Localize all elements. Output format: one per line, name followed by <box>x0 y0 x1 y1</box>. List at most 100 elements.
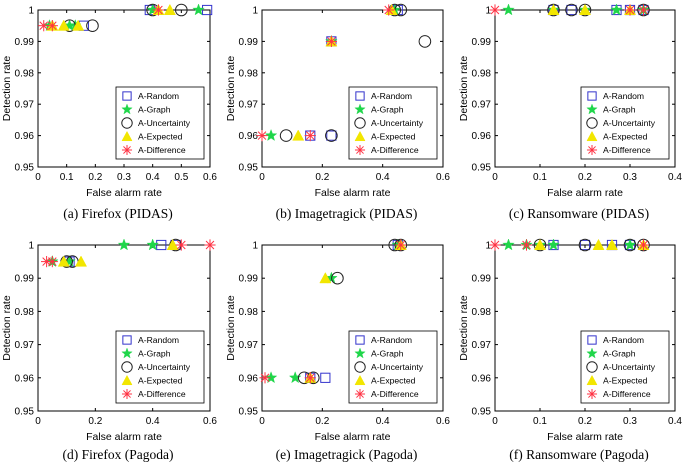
y-tick-label: 0.97 <box>239 100 259 111</box>
data-point <box>146 238 159 251</box>
data-point-stroke <box>260 373 270 383</box>
legend-label: A-Graph <box>138 105 171 115</box>
legend-marker-shape <box>121 130 133 142</box>
data-point <box>623 238 637 252</box>
legend: A-Random A-Graph A-Uncertainty A-Expected A-… <box>580 86 670 160</box>
legend-label: A-Uncertainty <box>138 362 191 372</box>
series-a-difference <box>489 4 650 16</box>
data-point <box>166 238 179 251</box>
legend-marker-shape <box>355 91 365 101</box>
data-point <box>637 239 650 251</box>
x-tick-label: 0.6 <box>436 172 450 183</box>
chart-panel-5: 0.95 0.96 0.97 0.98 0.99 1 0 0.2 0.4 0.6 False ala… <box>225 238 450 462</box>
series-a-difference <box>38 4 164 32</box>
legend-label: A-Expected <box>603 132 648 142</box>
legend-marker-shape <box>354 347 366 359</box>
y-tick-label: 1 <box>252 6 258 17</box>
legend-marker <box>122 91 132 101</box>
legend-marker-stroke <box>123 146 131 154</box>
y-tick-label: 0.99 <box>15 274 35 285</box>
legend-label: A-Expected <box>138 376 183 386</box>
data-point-stroke <box>522 240 531 250</box>
data-point <box>175 3 188 17</box>
data-point <box>326 130 337 141</box>
legend-marker-shape <box>354 117 366 129</box>
y-tick-label: 1 <box>252 241 258 252</box>
legend-marker-shape <box>586 361 598 373</box>
data-point-shape <box>166 238 179 251</box>
data-point-stroke <box>39 21 49 31</box>
legend-marker <box>354 347 366 359</box>
x-tick-label: 0.4 <box>668 172 682 183</box>
legend-label: A-Difference <box>603 145 651 155</box>
panel-caption: (f) Ransomware (Pagoda) <box>509 447 648 462</box>
y-tick-label: 0.96 <box>472 373 492 384</box>
data-point <box>331 271 344 285</box>
y-tick-label: 0.96 <box>239 131 259 142</box>
legend-label: A-Random <box>371 91 412 101</box>
data-point <box>533 238 547 251</box>
data-point-shape <box>623 238 637 251</box>
y-tick-label: 0.98 <box>15 307 35 318</box>
legend-marker <box>354 374 366 386</box>
legend-marker-shape <box>122 335 132 345</box>
data-point <box>489 239 501 251</box>
y-tick-label: 0.98 <box>239 68 259 79</box>
x-tick-label: 0 <box>259 172 265 183</box>
data-point-shape <box>74 255 88 267</box>
legend-marker-shape <box>586 117 598 129</box>
legend-label: A-Uncertainty <box>603 362 656 372</box>
legend-marker-shape <box>121 374 133 386</box>
series-a-expected <box>57 238 179 267</box>
x-tick-label: 0.2 <box>88 172 102 183</box>
x-axis-label: False alarm rate <box>86 187 162 199</box>
panel-caption: (b) Imagetragick (PIDAS) <box>276 206 418 221</box>
data-point <box>304 130 316 142</box>
legend: A-Random A-Graph A-Uncertainty A-Expected A-… <box>348 86 438 160</box>
x-tick-label: 0 <box>259 416 265 427</box>
data-point <box>325 35 337 47</box>
legend-label: A-Graph <box>371 349 404 359</box>
x-tick-label: 0.2 <box>88 416 102 427</box>
data-point <box>547 3 560 16</box>
series-a-difference <box>489 239 650 251</box>
x-tick-label: 0.1 <box>533 172 547 183</box>
chart-panel-3: 0.95 0.96 0.97 0.98 0.99 1 0 0.1 0.2 0.3 0.4 False … <box>458 3 682 221</box>
legend-marker <box>121 361 133 373</box>
data-point <box>579 239 591 251</box>
data-point <box>163 3 176 16</box>
x-tick-label: 0.3 <box>623 172 637 183</box>
legend: A-Random A-Graph A-Uncertainty A-Expected A-… <box>580 330 670 404</box>
y-tick-label: 0.98 <box>472 307 492 318</box>
data-point-shape <box>163 3 176 16</box>
data-point <box>57 255 70 267</box>
legend-marker <box>587 335 597 345</box>
legend-label: A-Difference <box>371 389 419 399</box>
data-point-shape <box>565 3 578 17</box>
chart-panel-1: 0.95 0.96 0.97 0.98 0.99 1 0 0.1 0.2 0.3 0.4 0.5 0.6… <box>1 3 217 221</box>
data-point-shape <box>117 238 131 251</box>
data-point-shape <box>264 129 278 141</box>
x-tick-label: 0.4 <box>146 172 160 183</box>
data-point-shape <box>325 129 338 142</box>
data-point-shape <box>502 238 515 251</box>
data-point-stroke <box>205 240 215 250</box>
y-tick-label: 0.99 <box>472 37 492 48</box>
legend-marker <box>121 388 133 400</box>
legend-marker <box>122 335 132 345</box>
y-tick-label: 0.95 <box>15 163 35 174</box>
y-tick-label: 0.95 <box>239 163 259 174</box>
data-point-shape <box>320 372 331 383</box>
legend-marker-shape <box>354 130 366 142</box>
legend-marker <box>586 117 598 129</box>
x-tick-label: 0.2 <box>578 172 592 183</box>
data-point-stroke <box>396 240 406 250</box>
legend-label: A-Random <box>138 91 179 101</box>
x-axis-label: False alarm rate <box>547 187 623 199</box>
y-tick-label: 0.96 <box>239 373 259 384</box>
x-tick-label: 0.2 <box>578 416 592 427</box>
data-point-shape <box>610 3 623 16</box>
data-point-shape <box>156 239 167 251</box>
data-point <box>592 238 605 251</box>
